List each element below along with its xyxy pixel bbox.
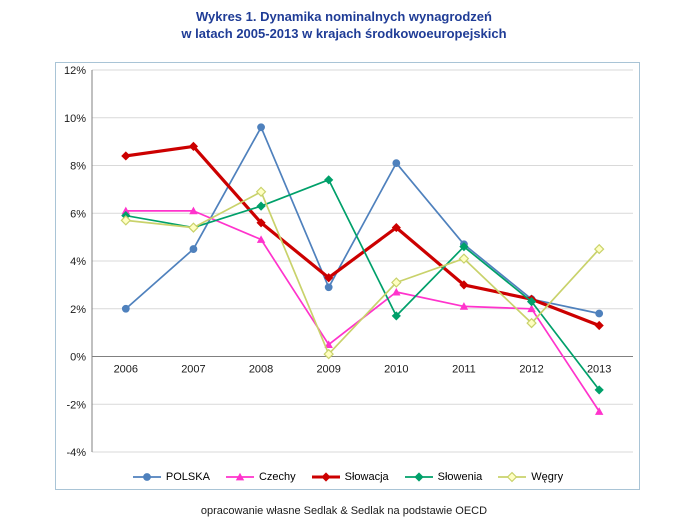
- data-point: [594, 320, 604, 331]
- legend-marker-triangle: [225, 472, 254, 481]
- data-point: [527, 304, 536, 313]
- x-tick-label: 2009: [316, 364, 340, 376]
- x-tick-label: 2011: [452, 364, 476, 376]
- series-line-POLSKA: [124, 126, 601, 315]
- data-point: [507, 471, 518, 483]
- data-point: [188, 141, 199, 151]
- legend-marker-diamond-open: [498, 471, 527, 483]
- data-point: [593, 243, 605, 255]
- data-point: [459, 242, 469, 252]
- data-point: [392, 159, 401, 168]
- data-point: [321, 472, 331, 482]
- data-point: [526, 317, 537, 329]
- data-point: [324, 283, 333, 292]
- data-point: [459, 302, 469, 310]
- data-point: [459, 280, 469, 290]
- y-tick-label: 6%: [70, 208, 86, 220]
- data-point: [120, 215, 132, 226]
- chart-title-line1: Wykres 1. Dynamika nominalnych wynagrodz…: [196, 9, 492, 24]
- legend-item-Czechy: Czechy: [225, 471, 296, 483]
- source-caption: opracowanie własne Sedlak & Sedlak na po…: [200, 505, 488, 517]
- line-chart: 12% 10% 8% 6% 4% 2% 0% -2% -4% 2006 2007 2008 2009 20…: [64, 65, 633, 459]
- x-tick-label: 2008: [249, 364, 273, 376]
- data-point: [391, 311, 401, 321]
- legend-label: Słowenia: [437, 471, 483, 483]
- data-point: [188, 222, 199, 233]
- data-point: [255, 186, 267, 198]
- series-line-Słowacja: [124, 144, 601, 328]
- data-point: [143, 473, 151, 481]
- data-point: [323, 348, 334, 360]
- legend-label: Czechy: [258, 471, 296, 483]
- data-point: [392, 287, 401, 296]
- legend-label: Słowacja: [344, 471, 389, 483]
- data-point: [257, 123, 265, 132]
- chart-title-line2: w latach 2005-2013 w krajach środkowoeur…: [181, 26, 507, 41]
- y-tick-label: -2%: [66, 399, 86, 411]
- series-line-Węgry: [124, 190, 601, 355]
- data-point: [594, 385, 604, 395]
- data-point: [189, 206, 198, 215]
- data-point: [189, 245, 198, 253]
- data-point: [121, 151, 131, 161]
- y-tick-label: 10%: [64, 113, 86, 125]
- chart-frame: 12% 10% 8% 6% 4% 2% 0% -2% -4% 2006 2007 2008 2009 20…: [55, 62, 640, 490]
- data-point: [458, 253, 470, 264]
- data-point: [256, 201, 266, 211]
- y-tick-label: 12%: [64, 65, 86, 77]
- legend-item-Słowenia: Słowenia: [404, 471, 483, 483]
- data-point: [256, 235, 266, 243]
- x-tick-label: 2007: [181, 364, 205, 376]
- legend-marker-diamond: [404, 472, 433, 482]
- data-point: [595, 309, 604, 318]
- x-tick-label: 2013: [587, 364, 611, 376]
- data-point: [391, 222, 401, 233]
- data-point: [391, 277, 402, 288]
- data-point: [235, 472, 245, 481]
- data-point: [324, 340, 333, 348]
- data-point: [324, 175, 334, 185]
- x-tick-label: 2010: [384, 364, 408, 376]
- data-point: [414, 472, 424, 482]
- y-tick-label: -4%: [66, 447, 86, 459]
- data-point: [594, 407, 604, 415]
- y-tick-label: 2%: [70, 304, 86, 316]
- data-point: [121, 304, 130, 313]
- legend-label: POLSKA: [165, 471, 210, 483]
- legend-marker-diamond: [311, 472, 340, 482]
- data-point: [256, 218, 266, 228]
- legend-label: Węgry: [531, 471, 564, 483]
- data-point: [121, 206, 131, 215]
- legend-marker-circle: [132, 473, 161, 481]
- x-tick-label: 2012: [519, 364, 543, 376]
- legend-item-Węgry: Węgry: [497, 471, 563, 483]
- y-tick-label: 4%: [70, 256, 86, 268]
- x-tick-label: 2006: [114, 364, 138, 376]
- series-line-Słowenia: [124, 178, 601, 391]
- y-tick-label: 8%: [70, 161, 86, 173]
- chart-legend: POLSKA Czechy Słowacja Słowenia Węgry: [56, 471, 639, 483]
- legend-item-Słowacja: Słowacja: [311, 471, 389, 483]
- y-tick-label: 0%: [70, 352, 86, 364]
- chart-title: Wykres 1. Dynamika nominalnych wynagrodz…: [0, 8, 688, 42]
- legend-item-POLSKA: POLSKA: [132, 471, 210, 483]
